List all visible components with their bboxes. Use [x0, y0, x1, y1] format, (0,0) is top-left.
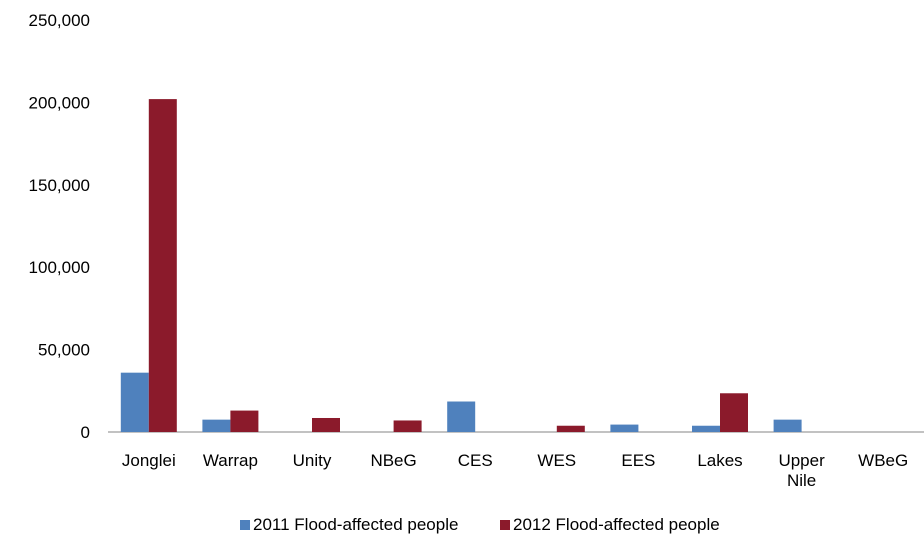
bar-2011-ees — [610, 424, 639, 432]
bar-2012-lakes — [720, 393, 748, 432]
legend-swatch-2012 — [500, 520, 510, 530]
x-axis-labels: Jonglei Warrap Unity NBeG CES WES EES Lakes Uppe… — [122, 451, 908, 490]
bar-chart: 0 50,000 100,000 150,000 200,000 250,000 Jong… — [29, 11, 924, 490]
bar-2011-upper-nile — [773, 419, 802, 432]
bar-2011-warrap — [202, 419, 231, 432]
legend-item-2011: 2011 Flood-affected people — [240, 515, 458, 535]
y-tick-label: 100,000 — [29, 258, 90, 277]
legend-label-2012: 2012 Flood-affected people — [513, 515, 720, 534]
y-tick-label: 200,000 — [29, 93, 90, 112]
x-tick-label: NBeG — [370, 451, 416, 470]
x-tick-label: EES — [621, 451, 655, 470]
bars — [120, 99, 802, 432]
bar-2011-jonglei — [120, 372, 149, 432]
bar-2012-jonglei — [148, 99, 177, 432]
x-tick-label: WES — [537, 451, 576, 470]
x-tick-label: Warrap — [203, 451, 258, 470]
y-tick-label: 250,000 — [29, 11, 90, 30]
y-tick-label: 0 — [81, 423, 90, 442]
y-axis: 0 50,000 100,000 150,000 200,000 250,000 — [29, 11, 90, 442]
x-tick-label: Unity — [293, 451, 332, 470]
bar-2011-ces — [447, 401, 476, 432]
legend-label-2011: 2011 Flood-affected people — [253, 515, 459, 534]
bar-2011-lakes — [692, 425, 720, 432]
y-tick-label: 150,000 — [29, 176, 90, 195]
x-tick-label: Lakes — [697, 451, 742, 470]
x-tick-label: Jonglei — [122, 451, 176, 470]
legend: 2011 Flood-affected people 2012 Flood-af… — [0, 515, 924, 539]
bar-2012-wes — [556, 425, 585, 432]
y-tick-label: 50,000 — [38, 341, 90, 360]
legend-item-2012: 2012 Flood-affected people — [500, 515, 720, 535]
legend-swatch-2011 — [240, 520, 250, 530]
bar-2012-unity — [312, 417, 340, 432]
bar-2012-nbeg — [393, 420, 422, 432]
bar-2012-warrap — [230, 410, 259, 432]
x-tick-label: Upper Nile — [778, 451, 825, 490]
x-tick-label: CES — [458, 451, 493, 470]
x-tick-label: WBeG — [858, 451, 908, 470]
